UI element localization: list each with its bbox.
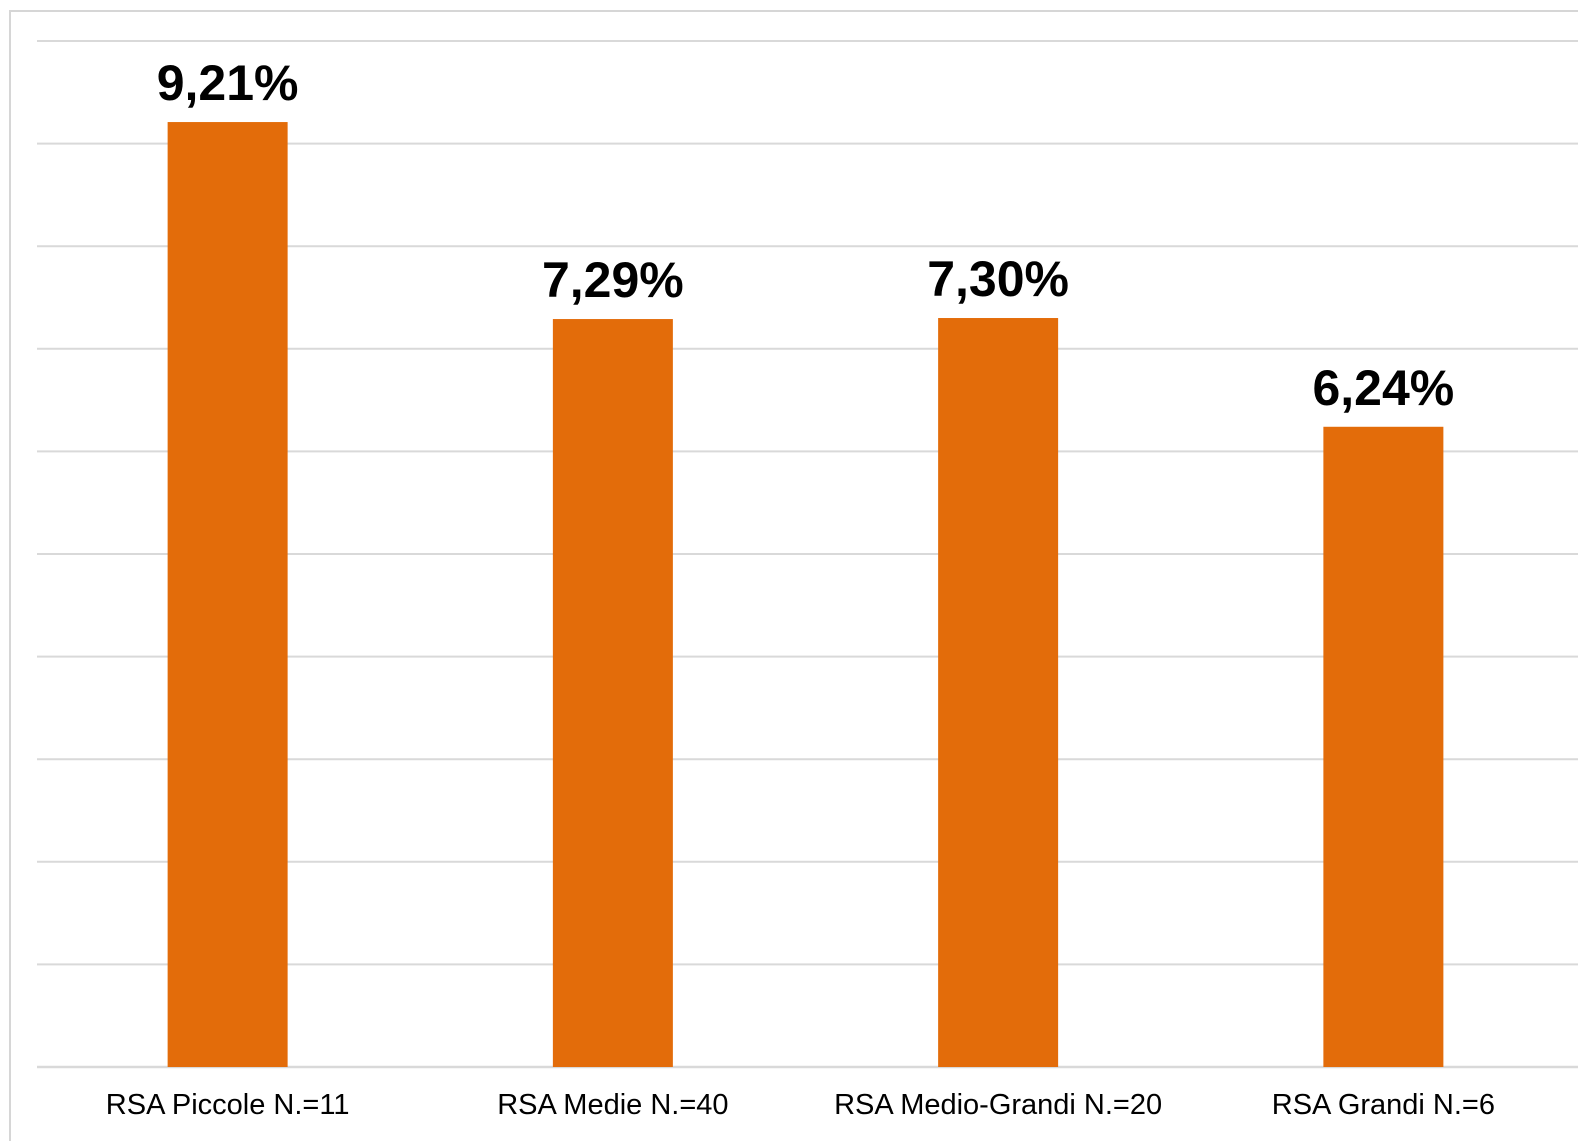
data-label: 9,21% [157, 55, 299, 111]
category-labels: RSA Piccole N.=11 RSA Medie N.=40 RSA Medi… [106, 1089, 1495, 1121]
x-tick-label: RSA Piccole N.=11 [106, 1089, 350, 1121]
x-tick-label: RSA Grandi N.=6 [1272, 1089, 1495, 1121]
x-tick-label: RSA Medio-Grandi N.=20 [834, 1089, 1162, 1121]
gridlines [37, 40, 1578, 1069]
value-labels: 9,21% 7,29% 7,30% 6,24% [157, 55, 1455, 416]
bar [1323, 426, 1444, 1067]
x-tick-label: RSA Medie N.=40 [497, 1089, 728, 1121]
data-label: 7,30% [927, 251, 1069, 307]
bar [552, 319, 673, 1067]
bar [167, 122, 288, 1067]
bar [938, 318, 1059, 1067]
data-label: 6,24% [1312, 360, 1454, 416]
data-label: 7,29% [542, 252, 684, 308]
bars [167, 122, 1444, 1067]
